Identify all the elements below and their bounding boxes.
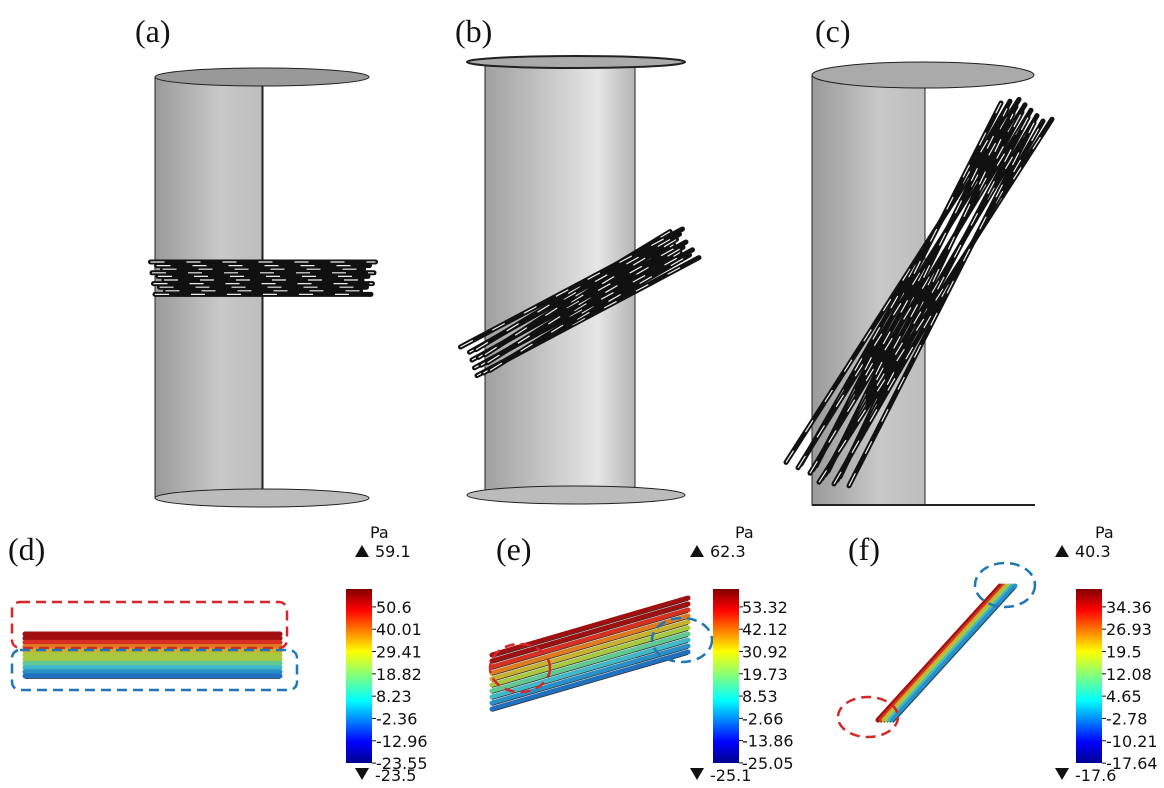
tick-label: -25.05 bbox=[742, 754, 794, 773]
tick-label: 42.12 bbox=[742, 620, 788, 639]
colorbar bbox=[713, 589, 739, 763]
max-label: 59.1 bbox=[375, 542, 411, 561]
max-label: 62.3 bbox=[710, 542, 746, 561]
colorbars: Pa59.1-23.550.640.0129.4118.828.23-2.36-… bbox=[346, 523, 1158, 785]
panel-label: (e) bbox=[496, 531, 532, 567]
tick-label: 53.32 bbox=[742, 598, 788, 617]
strand-edge bbox=[893, 589, 1015, 723]
min-marker bbox=[690, 768, 704, 780]
tick-label: 8.53 bbox=[742, 687, 778, 706]
tick-label: -12.96 bbox=[376, 732, 428, 751]
tick-label: -10.21 bbox=[1106, 732, 1158, 751]
colorbar bbox=[1076, 589, 1102, 763]
tick-label: -2.66 bbox=[742, 709, 783, 728]
tick-label: -2.78 bbox=[1106, 709, 1147, 728]
min-marker bbox=[1055, 768, 1069, 780]
tick-label: -23.55 bbox=[376, 754, 428, 773]
panel-label: (d) bbox=[8, 531, 45, 567]
tick-label: 30.92 bbox=[742, 642, 788, 661]
panel-label: (c) bbox=[815, 13, 851, 49]
panel-label: (b) bbox=[455, 13, 492, 49]
tick-label: -13.86 bbox=[742, 732, 794, 751]
tick-label: 12.08 bbox=[1106, 665, 1152, 684]
panel-label: (a) bbox=[135, 13, 171, 49]
stress-plots bbox=[25, 586, 1015, 723]
tick-label: 18.82 bbox=[376, 665, 422, 684]
unit-label: Pa bbox=[1095, 523, 1114, 542]
max-marker bbox=[355, 545, 369, 557]
tick-label: -17.64 bbox=[1106, 754, 1158, 773]
tick-label: 4.65 bbox=[1106, 687, 1142, 706]
tick-label: -2.36 bbox=[376, 709, 417, 728]
tick-label: 50.6 bbox=[376, 598, 412, 617]
panel-label: (f) bbox=[848, 531, 880, 567]
tick-label: 8.23 bbox=[376, 687, 412, 706]
tick-label: 19.73 bbox=[742, 665, 788, 684]
tick-label: 40.01 bbox=[376, 620, 422, 639]
tick-label: 26.93 bbox=[1106, 620, 1152, 639]
tick-label: 29.41 bbox=[376, 643, 422, 662]
max-marker bbox=[1055, 545, 1069, 557]
max-marker bbox=[690, 545, 704, 557]
colorbar bbox=[346, 589, 372, 763]
tick-label: 19.5 bbox=[1106, 643, 1142, 662]
panel-labels: (a) (b) (c) (d) (e) (f) bbox=[8, 13, 880, 567]
tick-label: 34.36 bbox=[1106, 598, 1152, 617]
min-marker bbox=[355, 768, 369, 780]
figure: (a)(b)(c)(d)(e)(f) Pa59.1-23.550.640.012… bbox=[0, 0, 1164, 788]
unit-label: Pa bbox=[735, 523, 754, 542]
max-label: 40.3 bbox=[1075, 542, 1111, 561]
unit-label: Pa bbox=[370, 523, 389, 542]
